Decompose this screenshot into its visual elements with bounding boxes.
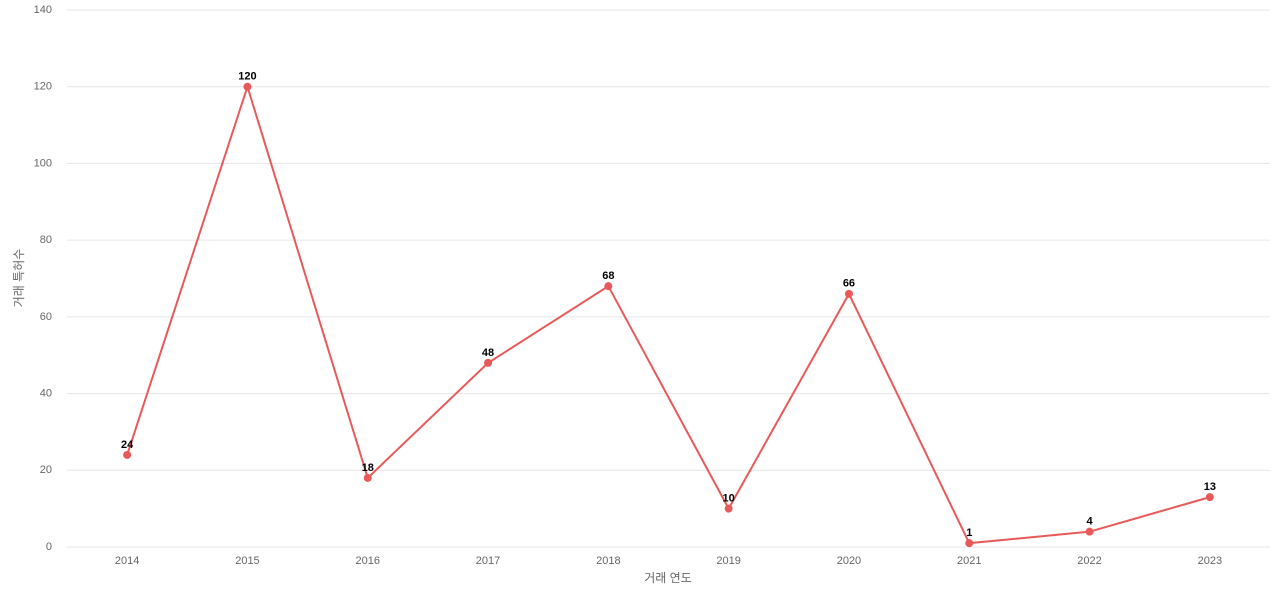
data-label: 120 [238,71,256,83]
data-label: 10 [723,493,735,505]
x-tick-label: 2017 [476,555,500,567]
data-label: 4 [1086,516,1093,528]
data-point [123,450,132,459]
data-label: 13 [1204,481,1216,493]
data-label: 24 [121,439,134,451]
y-tick-label: 120 [34,81,52,93]
x-tick-label: 2018 [596,555,620,567]
y-tick-label: 100 [34,157,52,169]
x-tick-label: 2014 [115,555,139,567]
y-tick-label: 60 [40,311,52,323]
x-tick-label: 2020 [837,555,861,567]
x-tick-label: 2019 [716,555,740,567]
data-point [363,473,372,482]
y-tick-label: 0 [46,541,52,553]
data-label: 68 [602,270,614,282]
data-point [965,539,974,548]
y-tick-label: 20 [40,464,52,476]
data-point [724,504,733,513]
data-point [484,358,493,367]
x-tick-label: 2015 [235,555,259,567]
data-point [243,82,252,91]
data-label: 48 [482,347,494,359]
data-label: 1 [966,527,972,539]
data-point [1085,527,1094,536]
data-label: 66 [843,278,855,290]
data-point [604,282,613,291]
y-tick-label: 140 [34,4,52,16]
x-tick-label: 2022 [1077,555,1101,567]
x-tick-label: 2016 [356,555,380,567]
x-tick-label: 2023 [1198,555,1222,567]
x-axis-label: 거래 연도 [644,571,692,585]
y-tick-label: 80 [40,234,52,246]
data-point [844,289,853,298]
x-tick-label: 2021 [957,555,981,567]
data-label: 18 [362,462,374,474]
data-point [1205,493,1214,502]
y-tick-label: 40 [40,387,52,399]
line [126,83,1211,545]
y-axis-label: 거래 특허수 [12,249,26,308]
